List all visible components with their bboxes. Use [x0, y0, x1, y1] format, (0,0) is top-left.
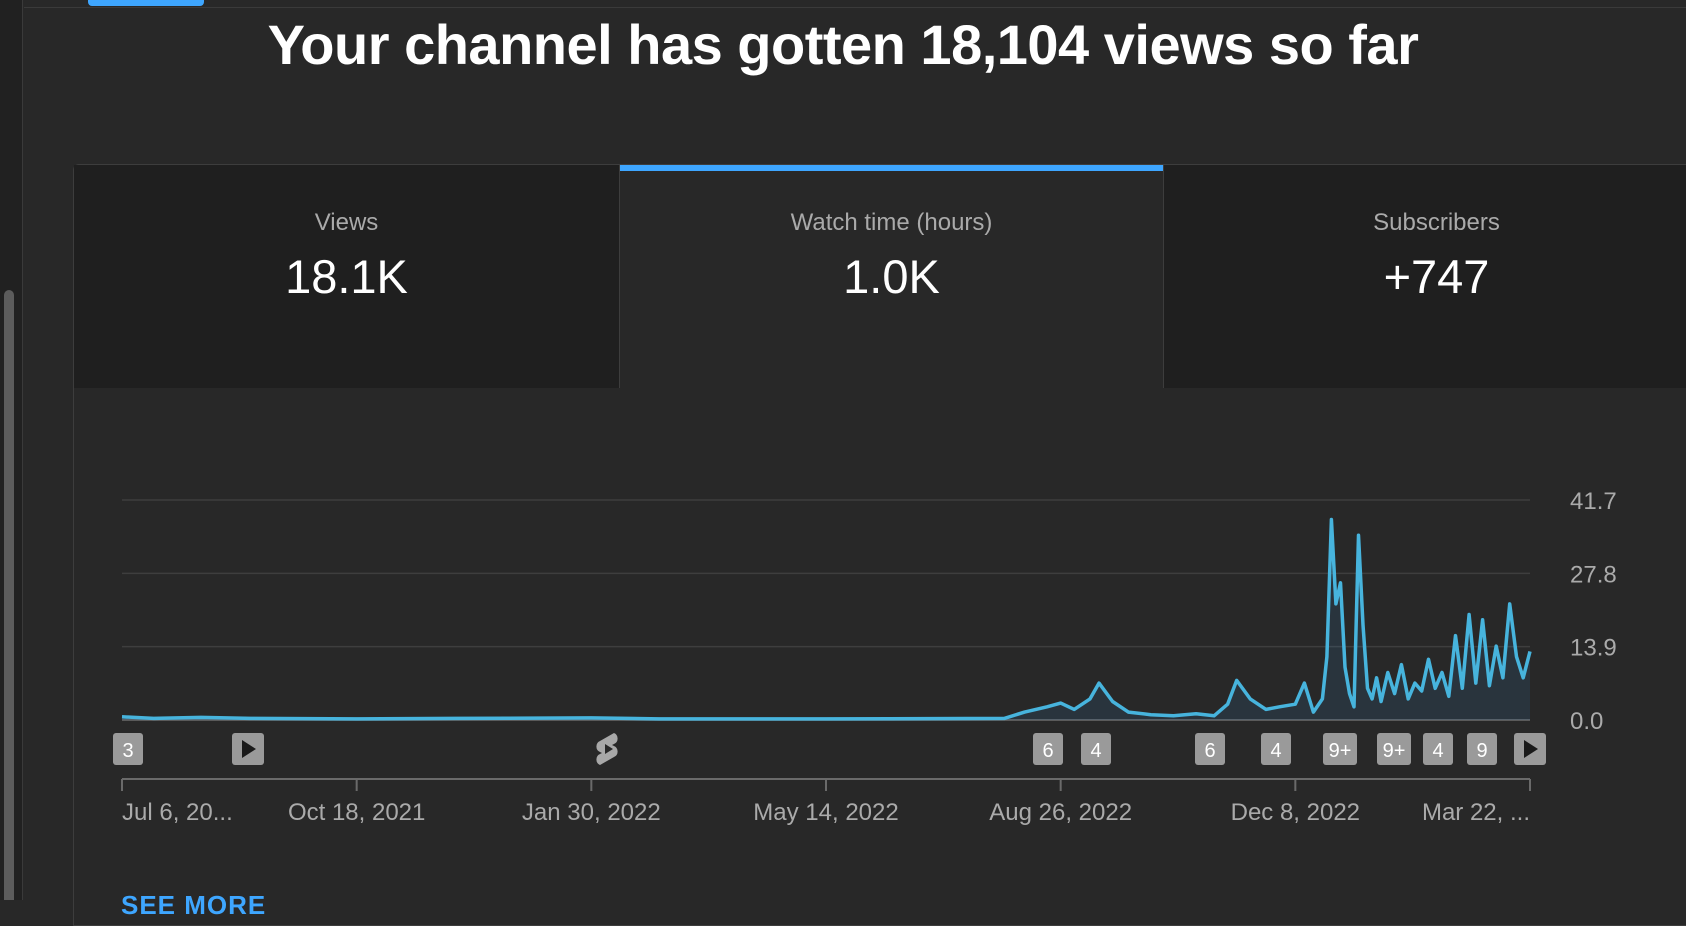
x-tick-label: Oct 18, 2021: [288, 799, 425, 826]
x-tick-label: Mar 22, ...: [1422, 799, 1530, 826]
see-more-link[interactable]: SEE MORE: [121, 890, 266, 921]
x-tick-label: Dec 8, 2022: [1231, 799, 1360, 826]
y-tick-label: 0.0: [1570, 708, 1603, 735]
series-line: [122, 520, 1530, 719]
marker-count: 4: [1090, 740, 1101, 762]
marker-count: 9+: [1329, 740, 1352, 762]
series-area: [122, 520, 1530, 721]
marker-count: 4: [1432, 740, 1443, 762]
marker-count: 6: [1042, 740, 1053, 762]
y-tick-label: 27.8: [1570, 561, 1617, 588]
marker-count: 4: [1270, 740, 1281, 762]
x-tick-label: Aug 26, 2022: [989, 799, 1132, 826]
x-tick-label: Jan 30, 2022: [522, 799, 661, 826]
x-tick-label: May 14, 2022: [753, 799, 898, 826]
y-tick-label: 41.7: [1570, 488, 1617, 515]
x-tick-label: Jul 6, 20...: [122, 799, 233, 826]
marker-count: 9+: [1383, 740, 1406, 762]
marker-count: 6: [1204, 740, 1215, 762]
watch-time-chart: 41.7 27.8 13.9 0.0 3 6 4 6 4 9+ 9+ 4 9 Jul 6, 20... Oc…: [0, 0, 1686, 900]
marker-count: 9: [1476, 740, 1487, 762]
y-tick-label: 13.9: [1570, 635, 1617, 662]
marker-count: 3: [122, 740, 133, 762]
